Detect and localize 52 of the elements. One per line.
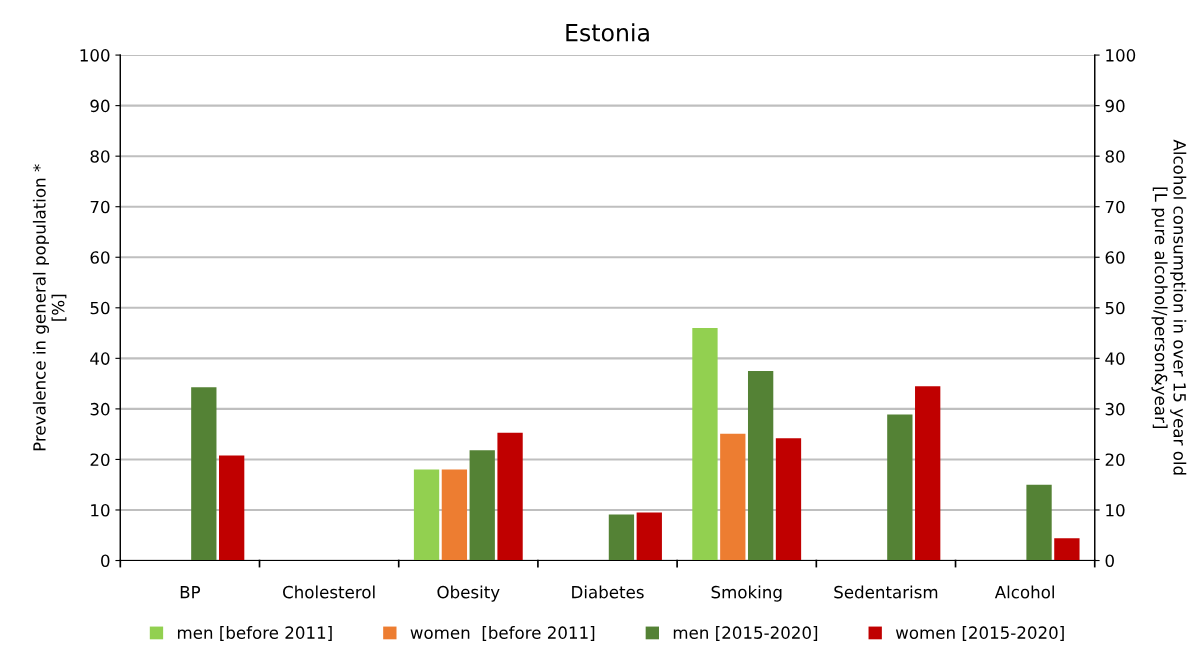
- x-tick-label: Smoking: [711, 585, 782, 602]
- y-tick-label: 10: [91, 503, 110, 517]
- y2-tick-label: 60: [1105, 251, 1125, 264]
- y-tick-label: 20: [90, 453, 110, 466]
- bar: [1026, 484, 1052, 561]
- y2-tick-label: 70: [1105, 200, 1125, 214]
- y2-tick-label: 40: [1105, 352, 1125, 365]
- y2-tick-label: 100: [1106, 49, 1136, 62]
- y-tick-label: 30: [90, 402, 110, 416]
- y-tick-label: 100: [80, 49, 110, 62]
- y-tick-label: 40: [90, 352, 110, 365]
- bar: [887, 414, 913, 561]
- bar: [191, 387, 217, 561]
- x-tick-label: Alcohol: [994, 585, 1054, 599]
- legend-label: men [2015-2020]: [673, 626, 818, 641]
- y-tick-label: 60: [90, 251, 110, 264]
- y2-tick-label: 30: [1105, 402, 1125, 416]
- y2-tick-label: 50: [1105, 301, 1125, 315]
- bar: [1054, 538, 1080, 561]
- x-tick-label: Cholesterol: [283, 585, 375, 599]
- x-tick-label: Sedentarism: [834, 585, 938, 599]
- bar: [692, 328, 718, 561]
- bar: [720, 433, 746, 561]
- y-tick-label: 0: [101, 554, 110, 568]
- y2-tick-label: 80: [1105, 150, 1125, 163]
- bar: [441, 469, 468, 561]
- x-tick-label: Obesity: [437, 585, 500, 602]
- y-tick-label: 80: [90, 150, 110, 163]
- y2-tick-label: 90: [1105, 99, 1125, 113]
- bar: [469, 450, 495, 561]
- legend-label: women [2015-2020]: [895, 626, 1064, 641]
- x-tick-label: Diabetes: [572, 585, 644, 599]
- y-tick-label: 50: [90, 301, 110, 315]
- legend-label: women [before 2011]: [410, 626, 595, 641]
- y-tick-label: 90: [90, 99, 110, 113]
- bar: [219, 455, 245, 561]
- y2-tick-label: 20: [1105, 453, 1125, 466]
- bar: [413, 469, 440, 561]
- chart-title: Estonia: [566, 23, 649, 42]
- y2-tick-label: 10: [1106, 503, 1125, 517]
- bar: [915, 386, 941, 561]
- y-tick-label: 70: [90, 200, 110, 214]
- y2-axis-title: Alcohol consumption in over 15 year old [L pure alcohol/person&year]: [1151, 139, 1187, 475]
- legend-label: men [before 2011]: [177, 626, 332, 641]
- x-tick-label: BP: [180, 586, 201, 599]
- y-axis-title: Prevalence in general population * [%]: [32, 164, 67, 451]
- bar: [608, 514, 635, 561]
- bar: [747, 370, 774, 561]
- bar: [636, 512, 662, 561]
- y2-tick-label: 0: [1105, 554, 1114, 568]
- bar: [497, 432, 523, 561]
- bar: [775, 438, 802, 561]
